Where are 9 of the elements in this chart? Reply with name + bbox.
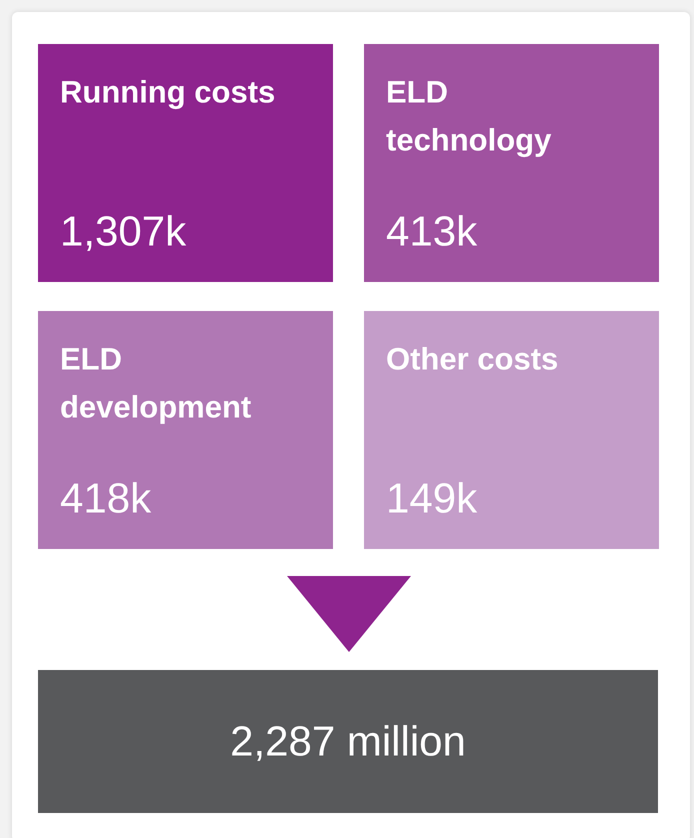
- data-label: 413k: [386, 208, 478, 254]
- category-label: Other costs: [386, 342, 558, 376]
- text: 2,287 million: [230, 718, 466, 764]
- data-label: 418k: [60, 474, 152, 522]
- category-label: ELD development: [60, 342, 252, 424]
- data-label: 1,307k: [60, 208, 188, 254]
- category-label: ELD technology: [386, 74, 552, 158]
- data-label: 149k: [386, 474, 478, 522]
- category-label: Running costs: [60, 74, 276, 110]
